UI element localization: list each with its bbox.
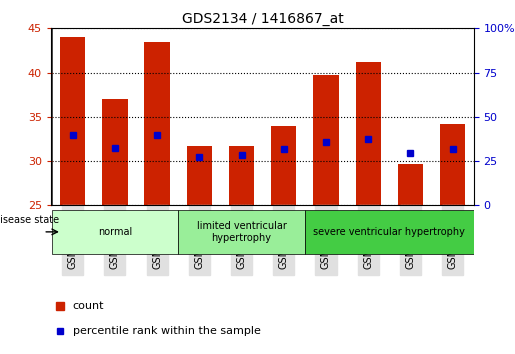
Bar	[144, 42, 170, 205]
FancyBboxPatch shape	[52, 210, 178, 254]
Text: count: count	[73, 301, 104, 310]
FancyBboxPatch shape	[178, 210, 305, 254]
Bar	[186, 146, 212, 205]
Text: limited ventricular
hypertrophy: limited ventricular hypertrophy	[197, 221, 286, 243]
Text: severe ventricular hypertrophy: severe ventricular hypertrophy	[314, 227, 465, 237]
Text: percentile rank within the sample: percentile rank within the sample	[73, 326, 261, 336]
Bar	[355, 62, 381, 205]
Title: GDS2134 / 1416867_at: GDS2134 / 1416867_at	[182, 12, 344, 26]
Bar	[60, 37, 85, 205]
FancyBboxPatch shape	[305, 210, 474, 254]
Bar	[229, 146, 254, 205]
Bar	[398, 164, 423, 205]
Bar	[440, 124, 466, 205]
Bar	[102, 99, 128, 205]
Bar	[313, 75, 339, 205]
Bar	[271, 126, 297, 205]
Text: normal: normal	[98, 227, 132, 237]
Text: disease state: disease state	[0, 215, 59, 225]
